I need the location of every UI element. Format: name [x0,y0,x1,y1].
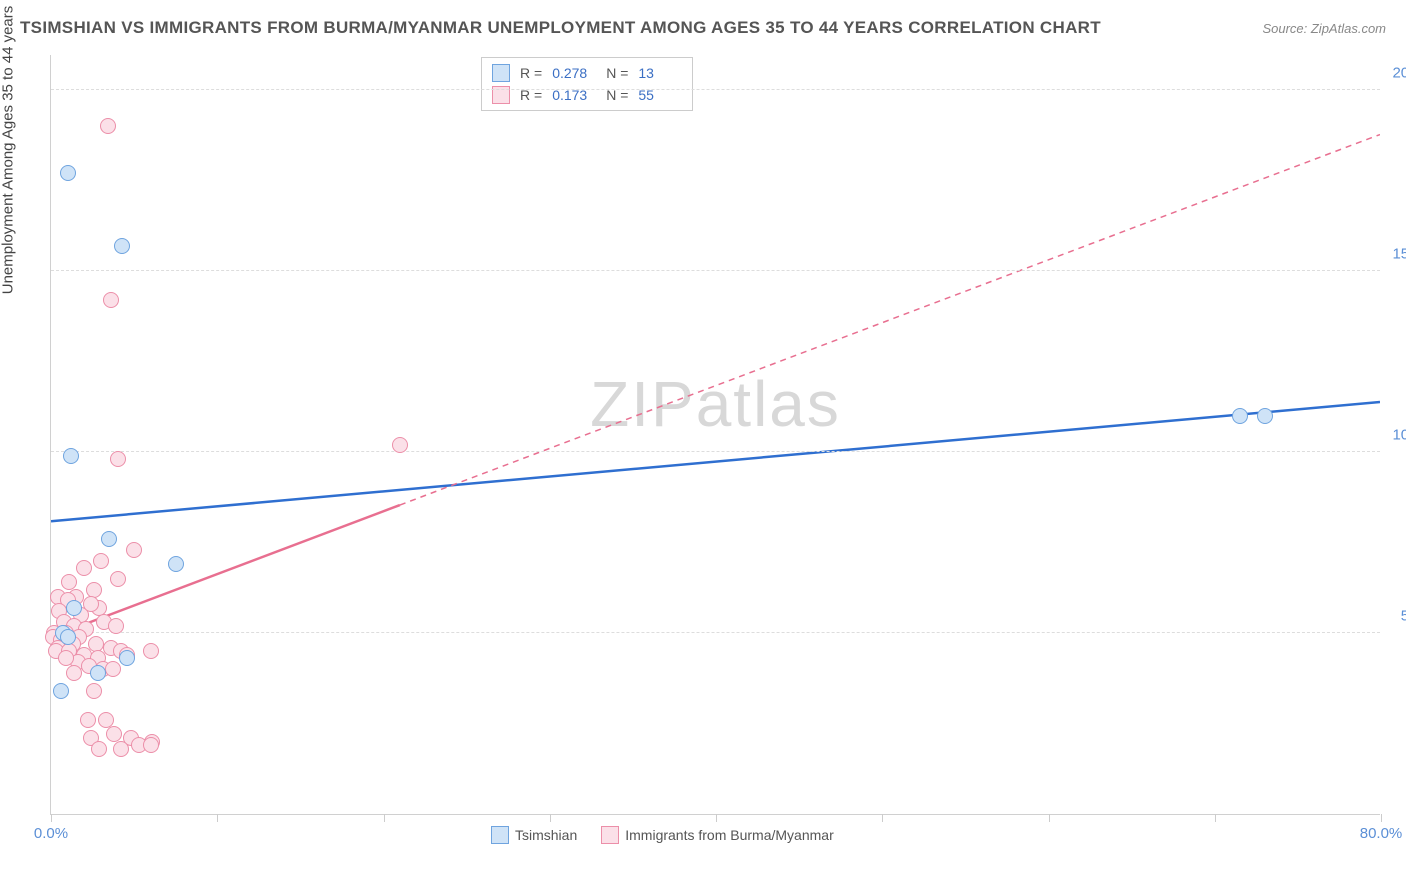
watermark-thin: atlas [696,368,841,440]
scatter-point [168,556,184,572]
legend-swatch-burma [601,826,619,844]
plot-area: ZIPatlas R = 0.278 N = 13 R = 0.173 N = … [50,55,1380,815]
trend-lines-layer [51,55,1380,814]
scatter-point [126,542,142,558]
scatter-point [108,618,124,634]
scatter-point [110,571,126,587]
x-tick-label: 0.0% [34,825,68,842]
x-tick [882,814,883,822]
series-legend: Tsimshian Immigrants from Burma/Myanmar [491,826,834,844]
trend-line-dashed [400,135,1380,506]
y-tick-label: 10.0% [1385,427,1406,444]
x-tick [1215,814,1216,822]
scatter-point [91,741,107,757]
stats-r-value-tsimshian: 0.278 [552,65,596,81]
swatch-tsimshian [492,64,510,82]
scatter-point [63,448,79,464]
scatter-point [53,683,69,699]
legend-label-tsimshian: Tsimshian [515,827,577,843]
legend-swatch-tsimshian [491,826,509,844]
scatter-point [105,661,121,677]
stats-legend: R = 0.278 N = 13 R = 0.173 N = 55 [481,57,693,111]
scatter-point [83,596,99,612]
scatter-point [100,118,116,134]
scatter-point [143,737,159,753]
scatter-point [93,553,109,569]
x-tick [550,814,551,822]
y-axis-label: Unemployment Among Ages 35 to 44 years [0,6,17,295]
watermark-bold: ZIP [590,368,696,440]
scatter-point [80,712,96,728]
stats-row-burma: R = 0.173 N = 55 [492,84,682,106]
x-tick [1049,814,1050,822]
x-tick [384,814,385,822]
y-tick-label: 15.0% [1385,246,1406,263]
x-tick [51,814,52,822]
scatter-point [119,650,135,666]
legend-item-burma: Immigrants from Burma/Myanmar [601,826,833,844]
gridline-h [51,451,1380,452]
stats-n-label: N = [606,65,628,81]
scatter-point [101,531,117,547]
scatter-point [60,165,76,181]
source-attribution: Source: ZipAtlas.com [1262,21,1386,36]
scatter-point [66,600,82,616]
gridline-h [51,270,1380,271]
scatter-point [113,741,129,757]
chart-title: TSIMSHIAN VS IMMIGRANTS FROM BURMA/MYANM… [20,18,1101,38]
stats-n-value-tsimshian: 13 [638,65,682,81]
x-tick [716,814,717,822]
scatter-point [110,451,126,467]
watermark: ZIPatlas [590,367,841,441]
scatter-point [86,683,102,699]
trend-line-solid [51,402,1380,521]
scatter-point [103,292,119,308]
scatter-point [114,238,130,254]
scatter-point [143,643,159,659]
scatter-point [392,437,408,453]
y-tick-label: 5.0% [1385,608,1406,625]
gridline-h [51,632,1380,633]
scatter-point [98,712,114,728]
scatter-point [66,665,82,681]
stats-r-label: R = [520,65,542,81]
scatter-point [76,560,92,576]
stats-row-tsimshian: R = 0.278 N = 13 [492,62,682,84]
y-tick-label: 20.0% [1385,65,1406,82]
x-tick [217,814,218,822]
gridline-h [51,89,1380,90]
scatter-point [1257,408,1273,424]
legend-item-tsimshian: Tsimshian [491,826,577,844]
x-tick [1381,814,1382,822]
scatter-point [60,629,76,645]
scatter-point [58,650,74,666]
legend-label-burma: Immigrants from Burma/Myanmar [625,827,833,843]
x-tick-label: 80.0% [1360,825,1403,842]
scatter-point [90,665,106,681]
scatter-point [1232,408,1248,424]
